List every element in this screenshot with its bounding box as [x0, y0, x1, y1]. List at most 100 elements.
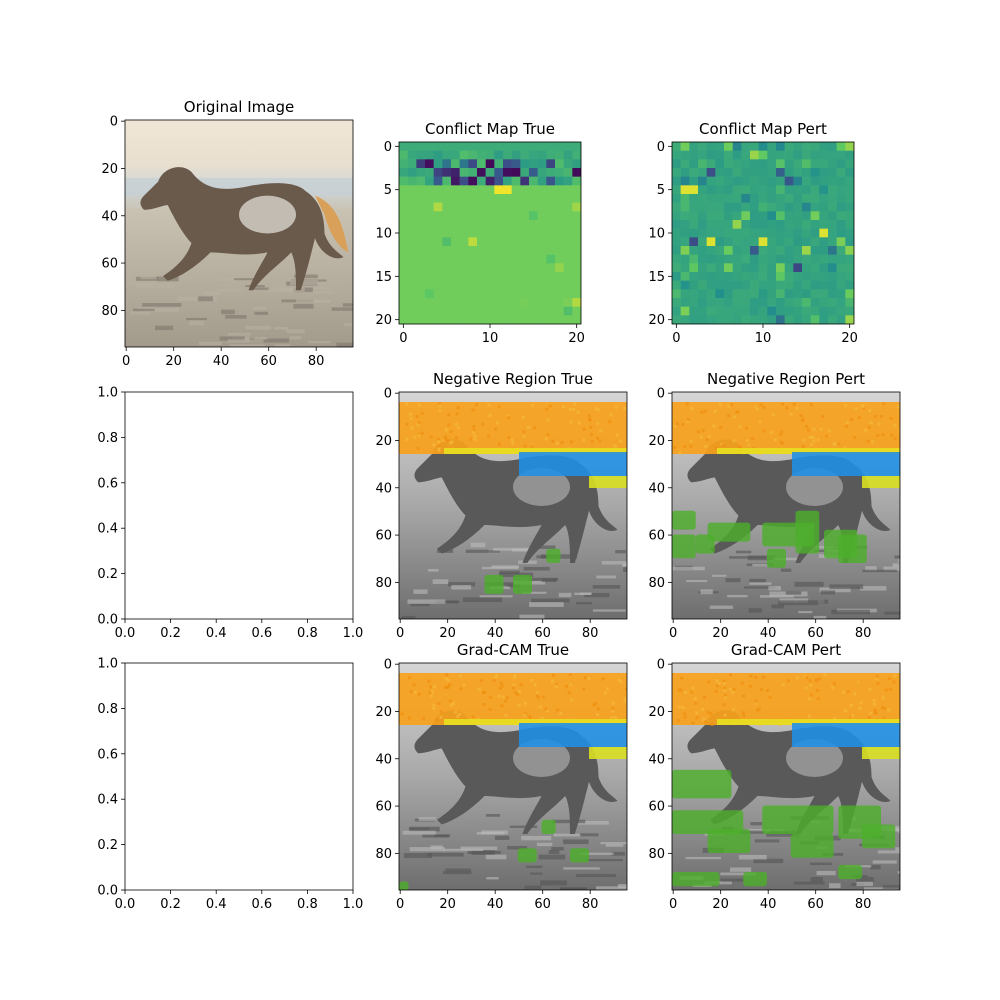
heatmap-cell [819, 272, 829, 281]
heatmap-cell [741, 298, 751, 307]
overlay-noise [407, 676, 411, 680]
sand-texture [576, 874, 616, 878]
heatmap-cell [724, 315, 733, 324]
heatmap-cell [776, 289, 785, 299]
overlay-noise [816, 438, 820, 442]
sand-texture [435, 600, 459, 604]
heatmap-cell [433, 315, 443, 324]
heatmap-cell [810, 315, 820, 324]
heatmap-cell [546, 237, 556, 247]
heatmap-cell [494, 298, 504, 307]
heatmap-cell [767, 246, 777, 255]
heatmap-cell [485, 211, 495, 221]
sand-texture [750, 822, 763, 826]
heatmap-cell [715, 246, 725, 255]
colorbar-tick-label: 1.0 [611, 114, 632, 129]
overlay-noise [594, 407, 598, 411]
heatmap-cell [732, 194, 742, 203]
heatmap-cell [459, 176, 469, 186]
heatmap-cell [537, 272, 547, 281]
y-tick-label: 20 [648, 705, 665, 720]
overlay-noise [619, 680, 623, 684]
sand-texture [142, 303, 182, 307]
overlay-noise [749, 674, 753, 678]
overlay-noise [448, 441, 452, 445]
overlay-green-patch [795, 510, 820, 554]
overlay-noise [738, 424, 742, 428]
overlay-noise [869, 421, 873, 425]
heatmap-cell [680, 280, 690, 290]
heatmap-cell [836, 315, 846, 324]
heatmap-cell [836, 150, 846, 160]
heatmap-cell [477, 211, 486, 221]
overlay-noise [824, 434, 828, 438]
heatmap-cell [802, 228, 811, 238]
overlay-noise [522, 435, 526, 439]
heatmap-cell [459, 280, 469, 290]
heatmap-cell [672, 272, 681, 281]
heatmap-cell [810, 150, 820, 160]
overlay-noise [781, 402, 785, 406]
heatmap-cell [572, 194, 581, 203]
heatmap-cell [793, 237, 803, 247]
heatmap-cell [511, 272, 521, 281]
heatmap-cell [511, 220, 521, 229]
heatmap-cell [503, 246, 512, 255]
heatmap-cell [529, 202, 538, 212]
overlay-noise [609, 412, 613, 416]
heatmap-cell [810, 168, 820, 177]
sand-texture [570, 820, 609, 825]
heatmap-cell [732, 211, 742, 221]
overlay-noise [523, 701, 527, 705]
plot-area [125, 663, 353, 890]
overlay-noise [544, 707, 548, 711]
sand-texture [754, 839, 780, 843]
y-tick-label: 20 [375, 705, 392, 720]
sand-texture [884, 611, 900, 615]
heatmap-cell [776, 280, 785, 290]
heatmap-cell [494, 185, 504, 195]
heatmap-cell [529, 211, 538, 221]
overlay-noise [802, 438, 806, 442]
heatmap-cell [784, 280, 794, 290]
sand-texture [217, 277, 235, 282]
overlay-noise [498, 442, 502, 446]
overlay-noise [517, 689, 521, 693]
heatmap-cell [724, 150, 733, 160]
overlay-green-patch [707, 829, 751, 853]
overlay-noise [728, 687, 732, 691]
heatmap-cell [511, 306, 521, 316]
heatmap-cell [425, 150, 434, 160]
heatmap-cell [810, 159, 820, 169]
heatmap-cell [698, 159, 707, 169]
heatmap-cell [828, 306, 837, 316]
heatmap-cell [810, 254, 820, 264]
heatmap-cell [689, 315, 699, 324]
overlay-blue-region [519, 723, 627, 747]
sand-texture [744, 586, 776, 589]
heatmap-cell [758, 289, 768, 299]
heatmap-cell [546, 159, 556, 169]
heatmap-cell [672, 220, 681, 229]
overlay-noise [429, 694, 433, 698]
sand-texture [600, 842, 627, 845]
overlay-noise [611, 706, 615, 710]
heatmap-cell [537, 280, 547, 290]
heatmap-cell [715, 159, 725, 169]
overlay-noise [535, 694, 539, 698]
overlay-noise [526, 425, 530, 429]
sand-texture [529, 545, 556, 549]
overlay-noise [810, 693, 814, 697]
heatmap-cell [802, 306, 811, 316]
heatmap-cell [511, 202, 521, 212]
heatmap-cell [758, 306, 768, 316]
heatmap-cell [407, 246, 417, 255]
heatmap-cell [485, 280, 495, 290]
overlay-noise [456, 406, 460, 410]
heatmap-cell [828, 142, 837, 151]
overlay-noise [613, 444, 617, 448]
overlay-noise [850, 714, 854, 718]
overlay-noise [429, 435, 433, 439]
heatmap-cell [732, 159, 742, 169]
overlay-noise [533, 683, 537, 687]
